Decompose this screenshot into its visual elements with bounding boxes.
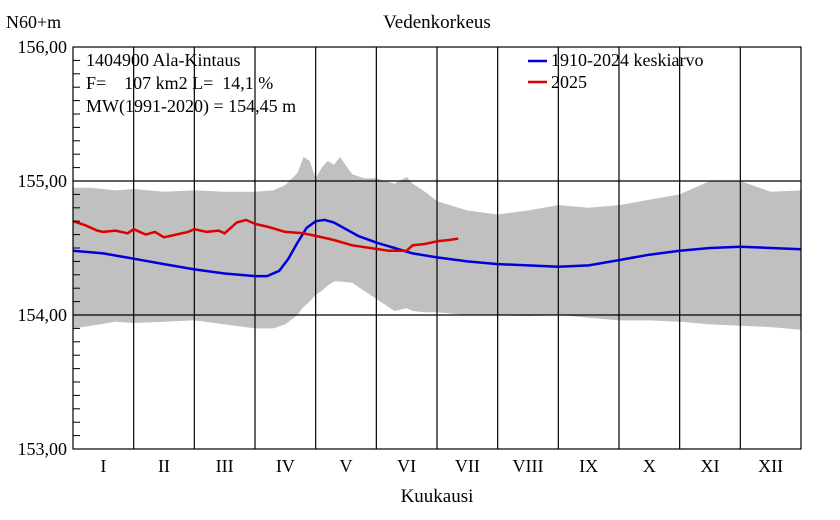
x-axis: I II III IV V VI VII VIII IX X XI XII <box>100 456 783 476</box>
month-label: VII <box>455 456 480 476</box>
series-line-2025 <box>72 218 459 252</box>
series-lines <box>72 218 802 278</box>
month-label: V <box>340 456 353 476</box>
y-axis: 153,00 154,00 155,00 156,00 <box>18 37 80 459</box>
y-tick-label: 156,00 <box>18 37 68 57</box>
month-label: II <box>158 456 170 476</box>
month-label: III <box>216 456 234 476</box>
month-label: IV <box>276 456 295 476</box>
month-label: VI <box>397 456 416 476</box>
y-tick-label: 155,00 <box>18 171 68 191</box>
info-box: 1404900 Ala-Kintaus F= 107 km2 L= 14,1 %… <box>86 50 296 117</box>
month-label: X <box>643 456 656 476</box>
legend: 1910-2024 keskiarvo 2025 <box>528 50 703 92</box>
month-label: I <box>100 456 106 476</box>
month-label: XII <box>758 456 783 476</box>
grid <box>73 47 801 449</box>
chart-title: Vedenkorkeus <box>383 12 491 33</box>
y-axis-label: N60+m <box>6 12 61 32</box>
catchment-info: F= 107 km2 L= 14,1 % <box>86 73 273 93</box>
month-label: VIII <box>513 456 544 476</box>
series-line-mean <box>72 218 802 278</box>
y-tick-label: 153,00 <box>18 439 68 459</box>
mean-water-level: MW(1991-2020) = 154,45 m <box>86 96 296 117</box>
x-axis-label: Kuukausi <box>401 486 474 507</box>
month-label: IX <box>579 456 598 476</box>
legend-label-2025: 2025 <box>551 72 587 92</box>
station-name: 1404900 Ala-Kintaus <box>86 50 241 70</box>
legend-label-mean: 1910-2024 keskiarvo <box>551 50 703 70</box>
month-label: XI <box>701 456 720 476</box>
y-tick-label: 154,00 <box>18 305 68 325</box>
